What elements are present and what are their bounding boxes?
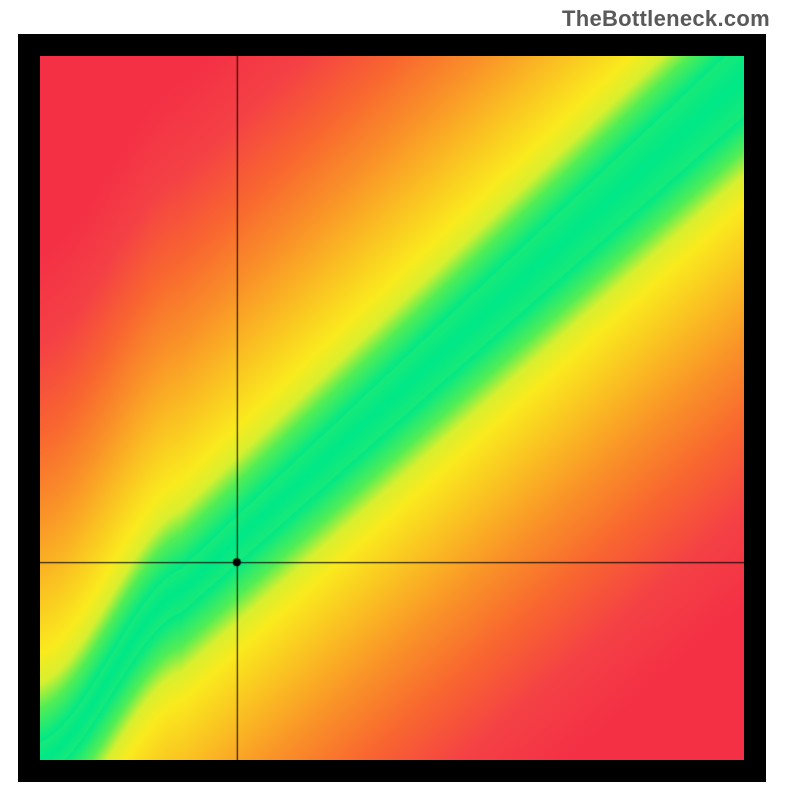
plot-frame xyxy=(18,34,766,782)
heatmap-canvas xyxy=(40,56,744,760)
watermark-text: TheBottleneck.com xyxy=(562,6,770,32)
chart-container: TheBottleneck.com xyxy=(0,0,800,800)
